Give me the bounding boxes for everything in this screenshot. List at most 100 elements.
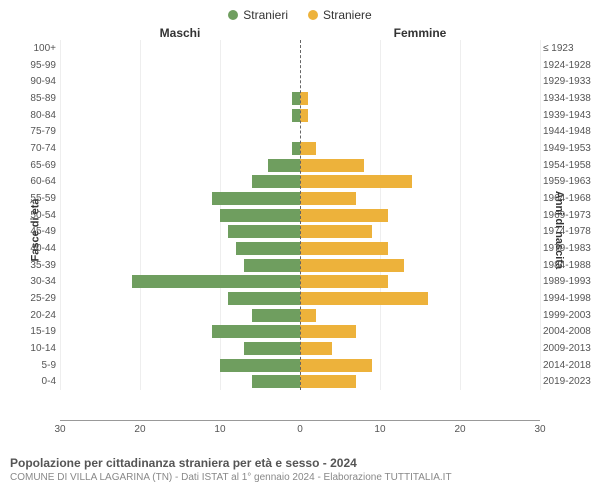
- female-half: [300, 157, 540, 174]
- year-label: 1954-1958: [543, 160, 597, 171]
- age-label: 35-39: [18, 260, 56, 271]
- female-half: [300, 323, 540, 340]
- age-label: 40-44: [18, 243, 56, 254]
- footer: Popolazione per cittadinanza straniera p…: [0, 450, 600, 483]
- age-label: 50-54: [18, 210, 56, 221]
- age-label: 20-24: [18, 310, 56, 321]
- female-bar: [300, 192, 356, 205]
- male-bar: [132, 275, 300, 288]
- male-half: [60, 57, 300, 74]
- male-half: [60, 373, 300, 390]
- male-half: [60, 240, 300, 257]
- year-label: 1924-1928: [543, 60, 597, 71]
- age-label: 80-84: [18, 110, 56, 121]
- male-half: [60, 273, 300, 290]
- male-bar: [220, 209, 300, 222]
- male-half: [60, 357, 300, 374]
- female-half: [300, 357, 540, 374]
- legend-male-swatch: [228, 10, 238, 20]
- header-male: Maschi: [60, 26, 300, 40]
- age-label: 45-49: [18, 226, 56, 237]
- age-label: 15-19: [18, 326, 56, 337]
- male-half: [60, 157, 300, 174]
- year-label: 1979-1983: [543, 243, 597, 254]
- female-half: [300, 90, 540, 107]
- male-half: [60, 290, 300, 307]
- age-label: 0-4: [18, 376, 56, 387]
- male-half: [60, 323, 300, 340]
- year-label: 1984-1988: [543, 260, 597, 271]
- year-label: 1959-1963: [543, 176, 597, 187]
- age-label: 100+: [18, 43, 56, 54]
- female-half: [300, 207, 540, 224]
- legend-female-swatch: [308, 10, 318, 20]
- male-half: [60, 307, 300, 324]
- x-axis-inner: 3020100102030: [60, 420, 540, 450]
- male-bar: [236, 242, 300, 255]
- male-bar: [228, 225, 300, 238]
- center-line: [300, 40, 301, 390]
- legend-female-label: Straniere: [323, 8, 372, 22]
- age-label: 60-64: [18, 176, 56, 187]
- year-label: 2014-2018: [543, 360, 597, 371]
- year-label: 1969-1973: [543, 210, 597, 221]
- female-bar: [300, 175, 412, 188]
- age-label: 95-99: [18, 60, 56, 71]
- year-label: 1994-1998: [543, 293, 597, 304]
- female-half: [300, 173, 540, 190]
- female-bar: [300, 225, 372, 238]
- female-bar: [300, 275, 388, 288]
- female-half: [300, 190, 540, 207]
- female-bar: [300, 209, 388, 222]
- female-bar: [300, 159, 364, 172]
- age-label: 70-74: [18, 143, 56, 154]
- year-label: 1999-2003: [543, 310, 597, 321]
- x-tick: 0: [297, 424, 303, 435]
- age-label: 30-34: [18, 276, 56, 287]
- age-label: 90-94: [18, 76, 56, 87]
- female-bar: [300, 259, 404, 272]
- age-label: 55-59: [18, 193, 56, 204]
- gridline: [540, 40, 541, 390]
- male-half: [60, 223, 300, 240]
- male-half: [60, 40, 300, 57]
- female-bar: [300, 109, 308, 122]
- male-bar: [252, 375, 300, 388]
- female-half: [300, 140, 540, 157]
- male-half: [60, 73, 300, 90]
- female-bar: [300, 92, 308, 105]
- male-bar: [292, 142, 300, 155]
- year-label: 1929-1933: [543, 76, 597, 87]
- legend: Stranieri Straniere: [0, 0, 600, 26]
- female-half: [300, 290, 540, 307]
- female-half: [300, 257, 540, 274]
- female-bar: [300, 359, 372, 372]
- female-half: [300, 240, 540, 257]
- year-label: 1989-1993: [543, 276, 597, 287]
- male-bar: [212, 325, 300, 338]
- female-bar: [300, 342, 332, 355]
- female-bar: [300, 292, 428, 305]
- year-label: 1939-1943: [543, 110, 597, 121]
- female-half: [300, 107, 540, 124]
- female-bar: [300, 375, 356, 388]
- x-tick: 20: [454, 424, 465, 435]
- age-label: 10-14: [18, 343, 56, 354]
- female-half: [300, 123, 540, 140]
- x-tick: 30: [54, 424, 65, 435]
- age-label: 85-89: [18, 93, 56, 104]
- female-half: [300, 307, 540, 324]
- x-tick: 20: [134, 424, 145, 435]
- male-half: [60, 107, 300, 124]
- age-label: 5-9: [18, 360, 56, 371]
- x-axis: 3020100102030: [0, 420, 600, 450]
- male-half: [60, 190, 300, 207]
- female-half: [300, 340, 540, 357]
- female-bar: [300, 309, 316, 322]
- x-tick: 10: [374, 424, 385, 435]
- year-label: 2004-2008: [543, 326, 597, 337]
- year-label: 1934-1938: [543, 93, 597, 104]
- age-label: 75-79: [18, 126, 56, 137]
- male-half: [60, 257, 300, 274]
- column-headers: Maschi Femmine: [0, 26, 600, 40]
